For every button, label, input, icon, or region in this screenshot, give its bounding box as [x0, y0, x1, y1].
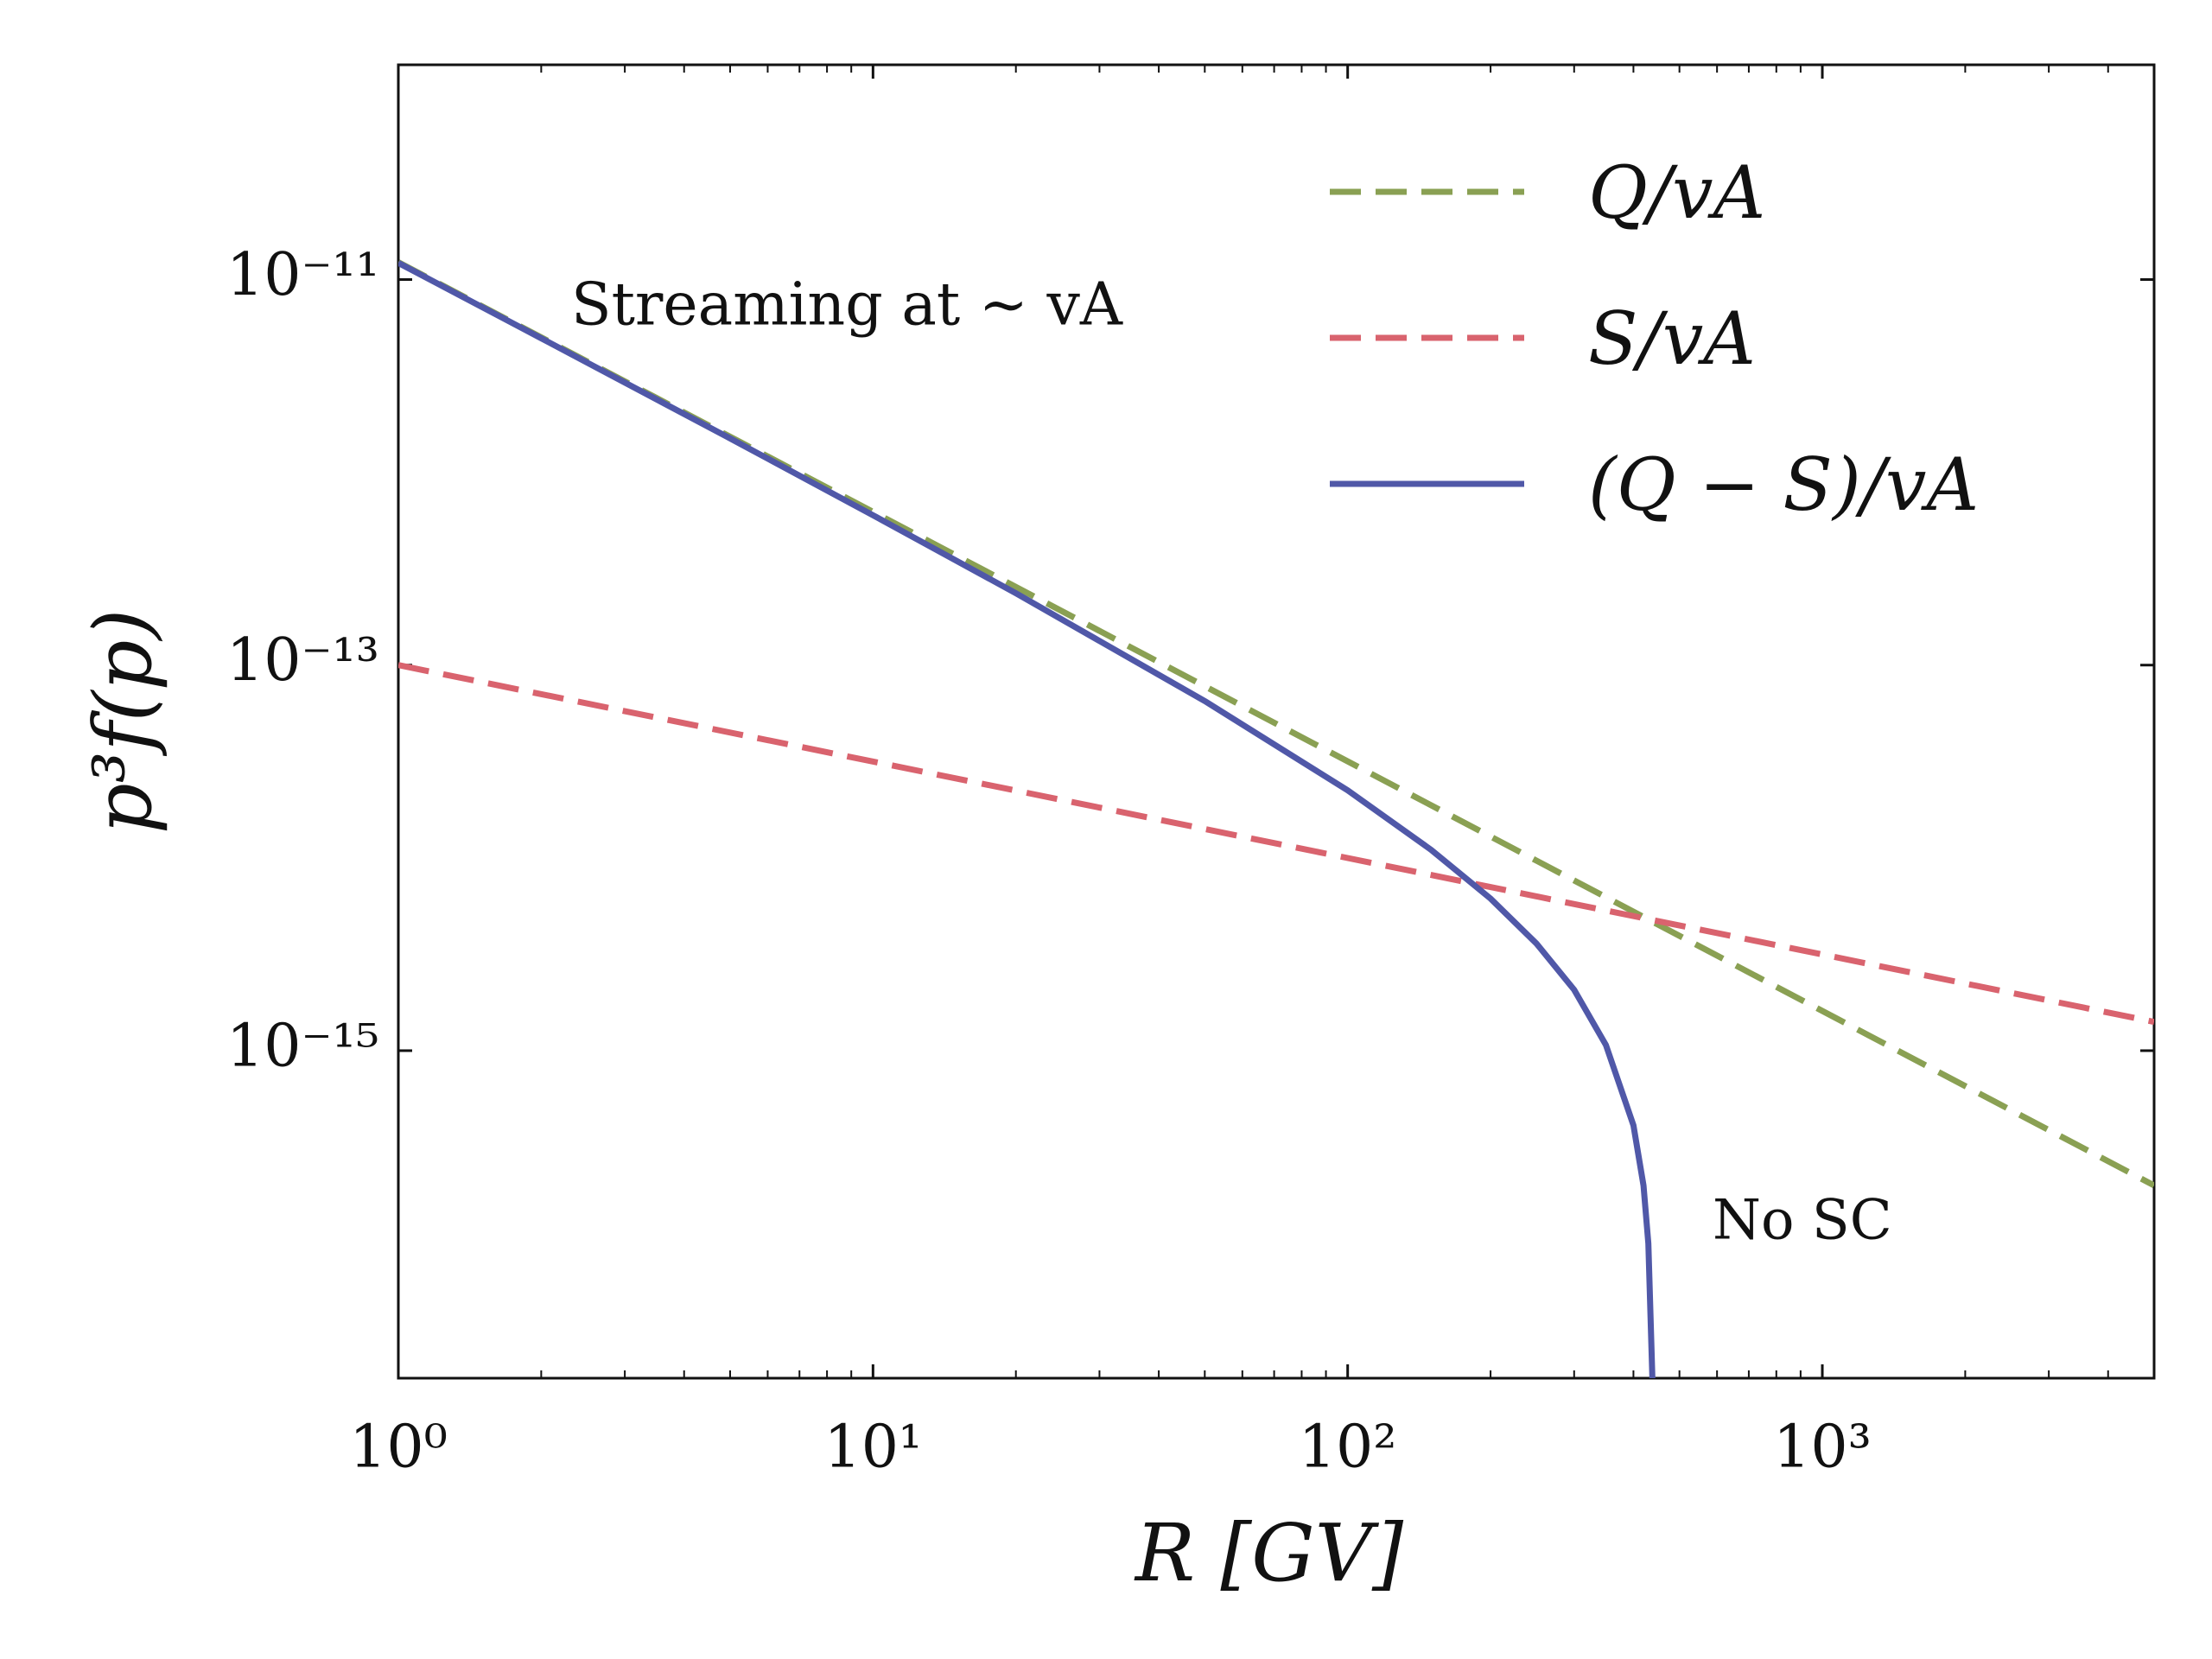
x-tick-label: 10²	[1299, 1414, 1397, 1482]
y-tick-label: 10⁻¹⁵	[226, 1012, 379, 1080]
y-axis-label: p³f(p)	[77, 609, 169, 835]
annotation: No SC	[1713, 1189, 1892, 1253]
plot-frame	[397, 63, 2156, 1380]
y-tick-label: 10⁻¹³	[226, 626, 379, 695]
x-tick-label: 10⁰	[349, 1414, 448, 1482]
line	[398, 662, 2154, 1026]
x-tick-label: 10¹	[823, 1414, 922, 1482]
annotation: Streaming at ∼ vA	[571, 271, 1123, 340]
line	[398, 260, 1656, 1378]
legend-label: Q/vA	[1588, 150, 1765, 235]
legend-label: (Q − S)/vA	[1588, 442, 1979, 527]
x-tick-label: 10³	[1773, 1414, 1872, 1482]
plot-area	[398, 259, 2154, 1378]
y-tick-label: 10⁻¹¹	[226, 241, 379, 309]
x-axis-label: R [GV]	[1134, 1507, 1403, 1599]
legend-label: S/vA	[1588, 296, 1756, 381]
